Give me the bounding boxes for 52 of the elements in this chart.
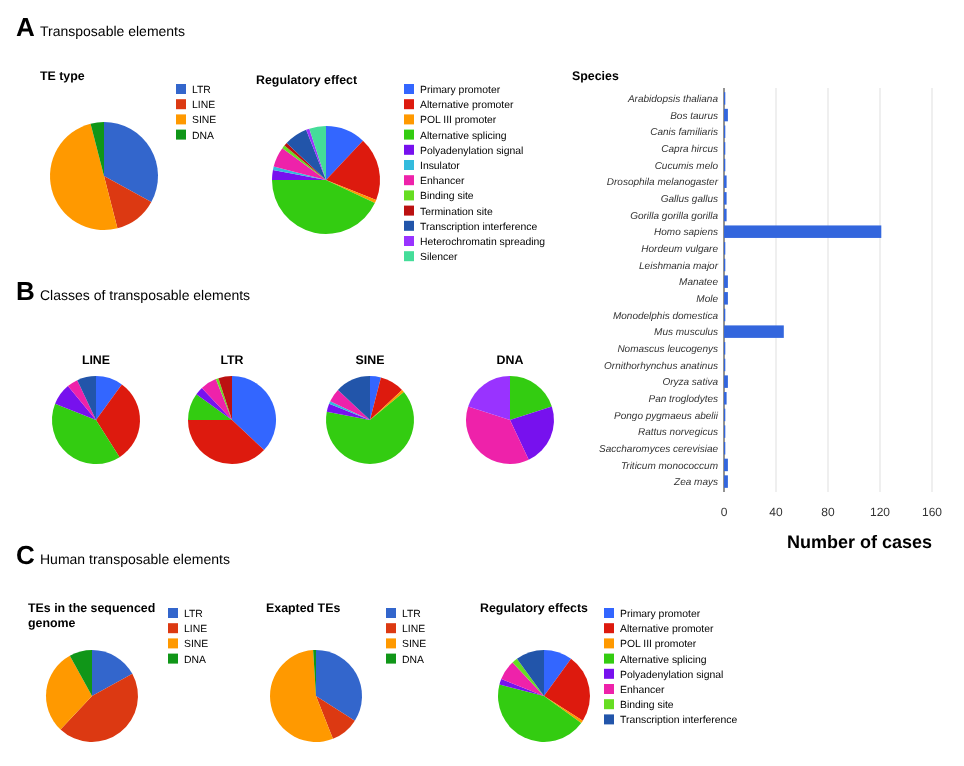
- pie-slice: [510, 376, 552, 420]
- pie-slice: [46, 655, 92, 730]
- pie-slice: [370, 389, 404, 420]
- text: B: [16, 276, 35, 306]
- text: A: [16, 12, 36, 42]
- pie-slice: [60, 673, 138, 742]
- pie-slice: [188, 420, 265, 464]
- pie-slice: [232, 376, 276, 451]
- pie-slice: [96, 376, 122, 420]
- x-axis-title: Number of cases: [786, 532, 932, 552]
- pie-slice: [92, 650, 133, 696]
- pie-slice: [50, 123, 118, 230]
- pie-slice: [510, 406, 554, 460]
- pie-slice: [499, 679, 544, 696]
- pie-slice: [104, 176, 152, 229]
- pie-slice: [316, 696, 355, 739]
- pie-slice: [316, 650, 362, 721]
- pie-slice: [273, 148, 326, 180]
- pie-slice: [55, 386, 96, 420]
- text: C: [16, 540, 36, 570]
- pie-slice: [326, 140, 380, 200]
- pie-slice: [501, 662, 544, 696]
- pie-slice: [52, 403, 120, 464]
- pie-slice: [77, 376, 96, 420]
- pie-slice: [188, 394, 232, 420]
- pie-slice: [370, 376, 381, 420]
- pie-slice: [272, 180, 375, 234]
- pie-slice: [337, 376, 370, 420]
- pie-slice: [201, 379, 232, 420]
- pie-slice: [498, 684, 582, 742]
- pie-slice: [512, 658, 544, 696]
- pie-slice: [516, 650, 544, 696]
- pie-slice: [104, 122, 158, 203]
- pie-slice: [96, 384, 140, 458]
- pie-slice: [69, 650, 92, 696]
- pie-slice: [326, 180, 377, 203]
- pie-slice: [468, 376, 510, 420]
- pie-slice: [67, 380, 96, 420]
- bar: [724, 225, 882, 238]
- pie-slice: [544, 696, 583, 724]
- pie-slice: [270, 650, 333, 742]
- pie-slice: [326, 126, 363, 180]
- pie-slice: [330, 389, 370, 420]
- pie-slice: [286, 129, 326, 180]
- pie-slice: [466, 406, 529, 464]
- pie-slice: [196, 387, 232, 420]
- pie-slice: [370, 377, 403, 420]
- bar: [724, 325, 784, 338]
- pie-slice: [544, 658, 590, 721]
- pie-slice: [326, 391, 414, 464]
- pie-slice: [90, 122, 104, 176]
- pie-slice: [544, 650, 572, 696]
